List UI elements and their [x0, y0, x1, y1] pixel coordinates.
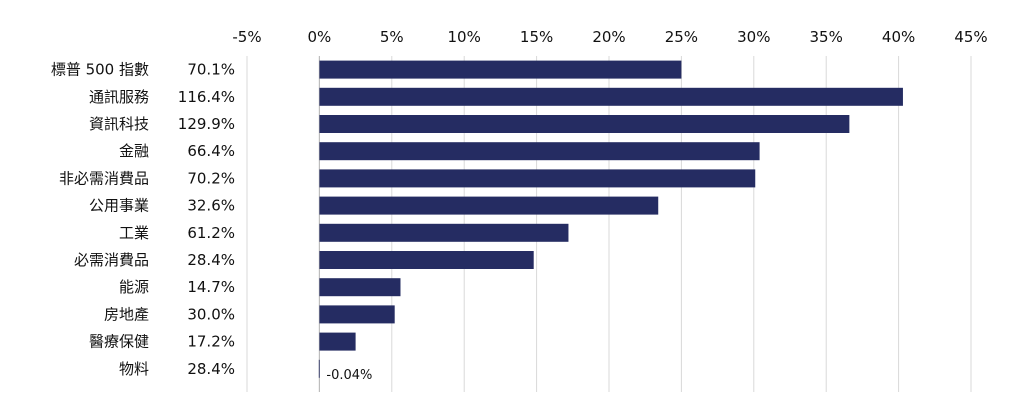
category-value-label: 70.1% [187, 61, 235, 79]
category-value-label: 70.2% [187, 169, 235, 187]
category-value-label: 30.0% [187, 305, 235, 323]
bar [319, 169, 756, 188]
x-tick-label: 45% [954, 28, 987, 46]
category-value-label: 28.4% [187, 360, 235, 378]
category-value-label: 32.6% [187, 197, 235, 215]
x-tick-label: 35% [810, 28, 843, 46]
category-label: 必需消費品 [74, 251, 149, 269]
bar [319, 332, 356, 351]
category-label: 房地產 [104, 305, 149, 323]
x-tick-label: 15% [520, 28, 553, 46]
bar [319, 60, 682, 79]
x-tick-label: 40% [882, 28, 915, 46]
bar [319, 278, 401, 297]
category-label: 金融 [119, 142, 149, 160]
category-value-label: 28.4% [187, 251, 235, 269]
grid-layer [246, 56, 972, 392]
bar [319, 196, 659, 215]
category-label: 公用事業 [89, 197, 149, 215]
category-label: 工業 [119, 224, 149, 242]
label-layer: -5% 0% 5% 10% 15% 20% 25% 30% 35% 40% 45% 標普 500 指數… [51, 28, 988, 383]
category-label: 醫療保健 [89, 333, 149, 351]
bar [319, 251, 534, 269]
category-label: 資訊科技 [89, 115, 149, 133]
category-label: 物料 [119, 360, 149, 378]
x-tick-label: -5% [232, 28, 261, 46]
category-value-label: 116.4% [178, 88, 235, 106]
bar [318, 359, 320, 378]
bar [319, 305, 395, 324]
bar [319, 142, 760, 161]
bar-data-label: -0.04% [326, 368, 372, 383]
category-value-label: 61.2% [187, 224, 235, 242]
x-tick-label: 20% [592, 28, 625, 46]
bar [319, 87, 903, 106]
bar-layer [318, 60, 903, 378]
bar [319, 223, 569, 242]
x-tick-label: 30% [737, 28, 770, 46]
x-tick-label: 5% [380, 28, 404, 46]
category-value-label: 66.4% [187, 142, 235, 160]
x-tick-label: 10% [448, 28, 481, 46]
bar [319, 115, 850, 133]
x-tick-label: 0% [308, 28, 332, 46]
category-value-label: 129.9% [178, 115, 235, 133]
x-tick-label: 25% [665, 28, 698, 46]
category-label: 非必需消費品 [59, 169, 149, 187]
category-label: 能源 [119, 278, 149, 296]
category-value-label: 17.2% [187, 333, 235, 351]
category-label: 標普 500 指數 [51, 61, 149, 79]
category-label: 通訊服務 [89, 88, 149, 106]
category-value-label: 14.7% [187, 278, 235, 296]
